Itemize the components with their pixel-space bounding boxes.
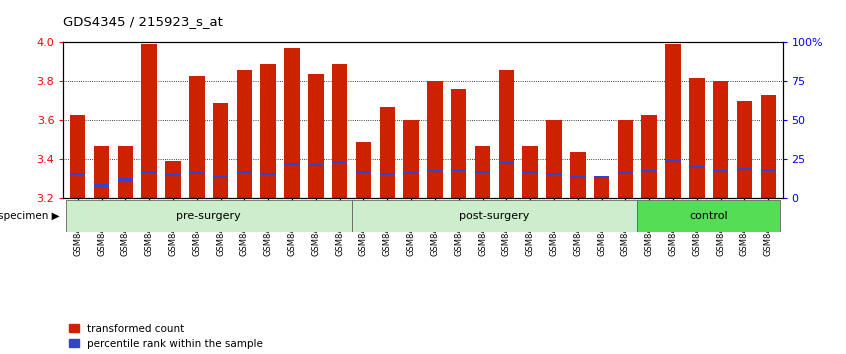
Bar (237, 70, 252, 198)
Bar (498, 162, 514, 165)
Text: specimen ▶: specimen ▶ (0, 211, 59, 221)
Bar (70, 173, 85, 175)
Bar (189, 76, 205, 198)
Bar (355, 142, 371, 198)
Bar (689, 78, 705, 198)
Bar (737, 101, 752, 198)
Bar (523, 146, 538, 198)
Bar (165, 173, 181, 176)
Bar (118, 146, 133, 198)
Bar (641, 170, 657, 172)
Bar (355, 171, 371, 173)
Bar (284, 163, 299, 165)
Bar (737, 168, 752, 170)
Bar (713, 81, 728, 198)
Bar (475, 171, 491, 173)
Bar (380, 107, 395, 198)
Bar (308, 74, 323, 198)
Bar (66, 200, 352, 232)
Bar (689, 166, 705, 169)
Bar (141, 45, 157, 198)
Text: pre-surgery: pre-surgery (176, 211, 241, 221)
Bar (475, 146, 491, 198)
Text: post-surgery: post-surgery (459, 211, 530, 221)
Bar (189, 172, 205, 174)
Bar (570, 152, 585, 198)
Bar (427, 170, 442, 172)
Bar (213, 103, 228, 198)
Bar (713, 170, 728, 172)
Bar (213, 176, 228, 178)
Bar (498, 70, 514, 198)
Bar (141, 171, 157, 173)
Bar (637, 200, 780, 232)
Bar (261, 64, 276, 198)
Bar (761, 95, 776, 198)
Bar (665, 159, 681, 161)
Bar (665, 45, 681, 198)
Bar (451, 89, 466, 198)
Bar (70, 115, 85, 198)
Bar (594, 177, 609, 198)
Bar (94, 184, 109, 187)
Bar (284, 48, 299, 198)
Bar (332, 161, 348, 164)
Bar (94, 146, 109, 198)
Bar (352, 200, 637, 232)
Bar (380, 173, 395, 175)
Bar (237, 171, 252, 173)
Bar (523, 171, 538, 173)
Bar (308, 164, 323, 166)
Legend: transformed count, percentile rank within the sample: transformed count, percentile rank withi… (69, 324, 263, 349)
Bar (451, 169, 466, 171)
Bar (761, 169, 776, 171)
Bar (404, 172, 419, 174)
Text: control: control (689, 211, 728, 221)
Bar (165, 161, 181, 198)
Bar (547, 173, 562, 175)
Bar (641, 115, 657, 198)
Text: GDS4345 / 215923_s_at: GDS4345 / 215923_s_at (63, 15, 223, 28)
Bar (332, 64, 348, 198)
Bar (594, 176, 609, 178)
Bar (261, 173, 276, 175)
Bar (427, 81, 442, 198)
Bar (118, 178, 133, 181)
Bar (570, 176, 585, 178)
Bar (404, 120, 419, 198)
Bar (618, 172, 633, 174)
Bar (618, 120, 633, 198)
Bar (547, 120, 562, 198)
